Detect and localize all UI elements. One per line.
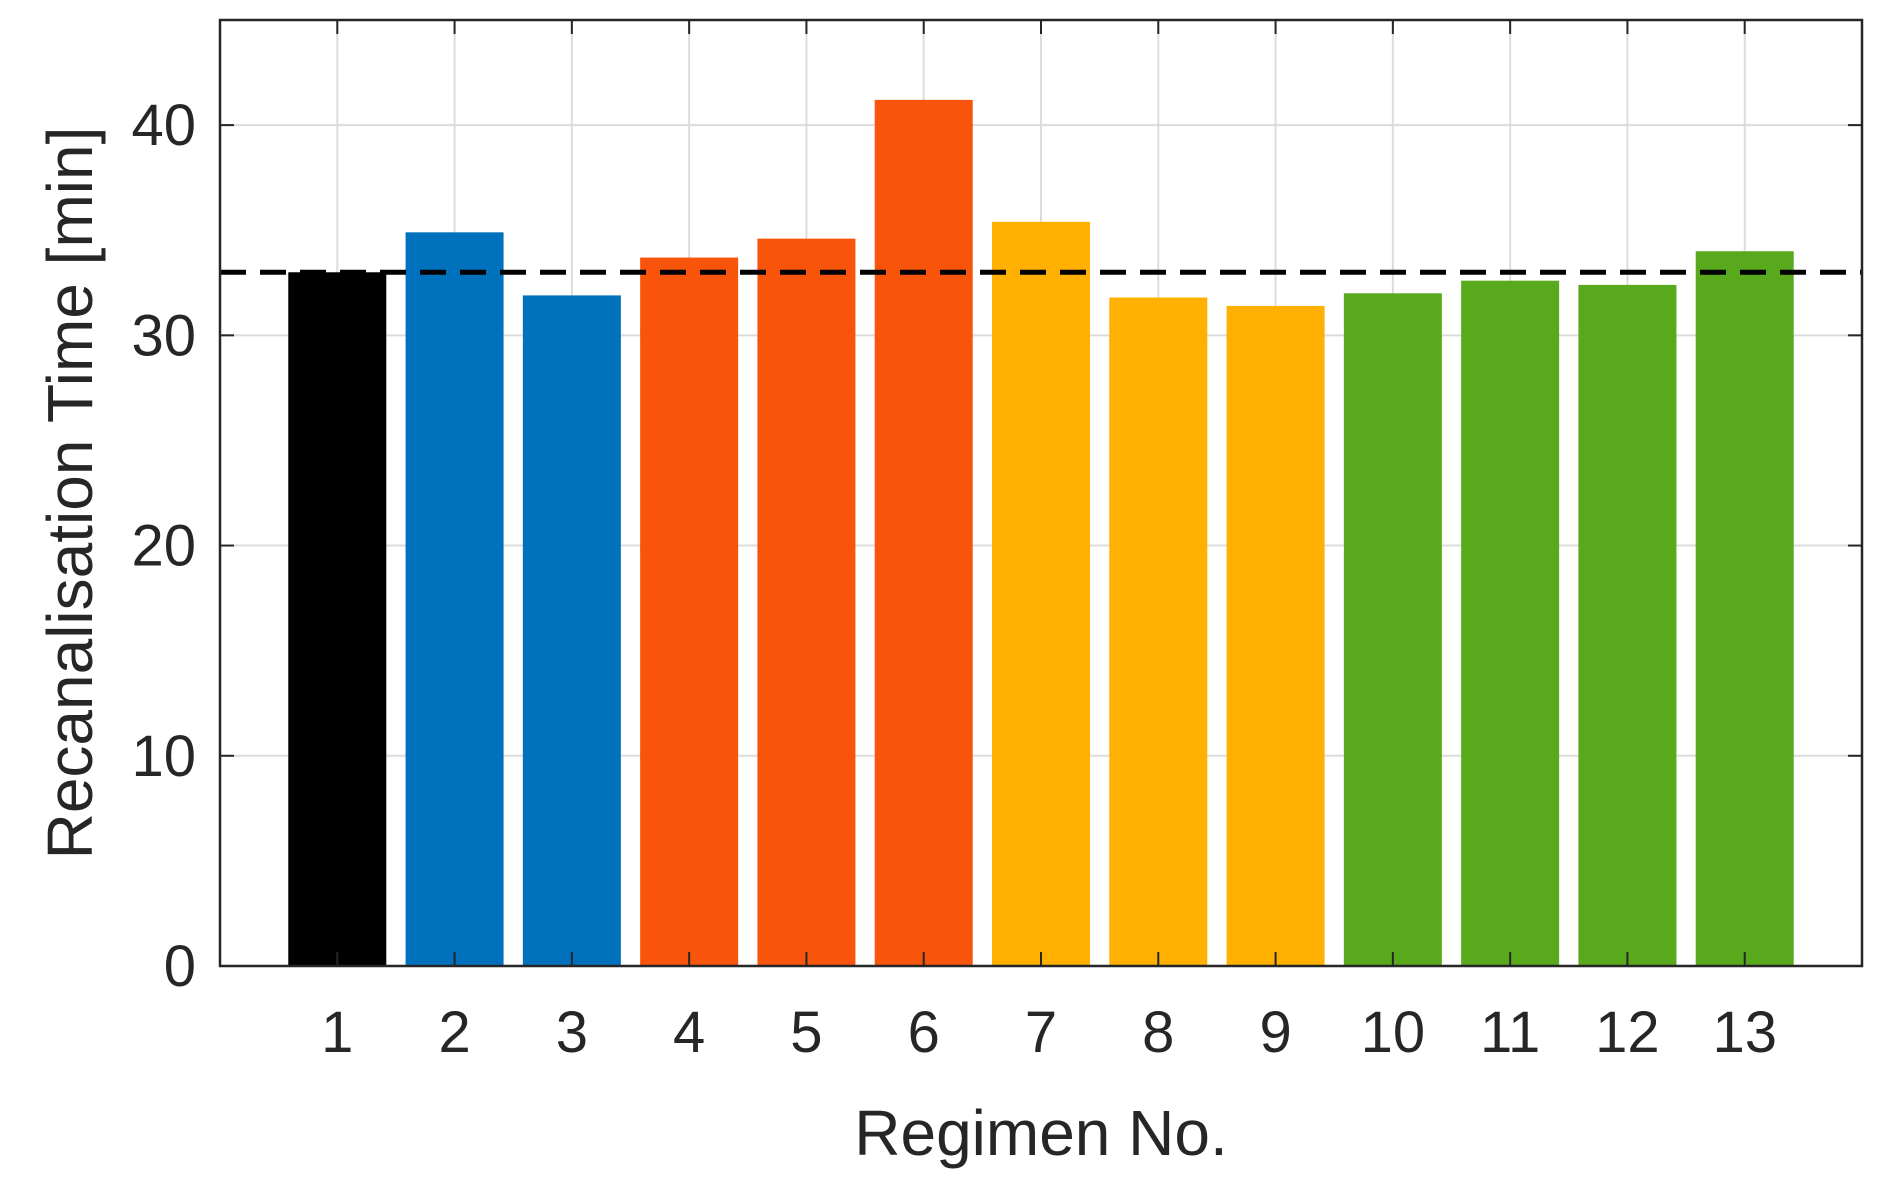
y-tick-label: 40 <box>131 93 196 158</box>
x-tick-label: 6 <box>908 1000 940 1065</box>
x-tick-label: 8 <box>1142 1000 1174 1065</box>
bar <box>1343 293 1442 966</box>
y-tick-labels: 0 10 20 30 40 <box>131 93 196 999</box>
y-tick-label: 10 <box>131 724 196 789</box>
x-tick-label: 11 <box>1480 1000 1540 1065</box>
bar <box>1109 297 1208 966</box>
x-tick-label: 10 <box>1361 1000 1426 1065</box>
plot-frame <box>218 18 1864 968</box>
bar <box>288 272 387 966</box>
y-tick-label: 30 <box>131 303 196 368</box>
bar <box>992 221 1090 966</box>
bar <box>1695 251 1794 966</box>
y-tick-label: 20 <box>131 514 196 579</box>
x-tick-label: 2 <box>438 1000 470 1065</box>
x-tick-label: 7 <box>1025 1000 1057 1065</box>
bar <box>1226 305 1325 966</box>
x-tick-label: 9 <box>1259 1000 1291 1065</box>
bar <box>640 257 739 966</box>
bar <box>1578 284 1677 966</box>
bar <box>1461 280 1560 967</box>
y-tick-label: 0 <box>164 934 196 999</box>
bar <box>522 295 621 966</box>
x-tick-labels: 1 2 3 4 5 6 7 8 9 10 11 12 13 <box>321 1000 1777 1065</box>
bar <box>757 238 856 966</box>
x-tick-label: 5 <box>790 1000 822 1065</box>
x-tick-label: 13 <box>1712 1000 1777 1065</box>
x-tick-label: 1 <box>321 1000 353 1065</box>
bar <box>874 99 973 966</box>
y-axis-title: Recanalisation Time [min] <box>34 127 106 860</box>
x-axis-title: Regimen No. <box>854 1097 1228 1169</box>
bar <box>405 232 504 966</box>
x-tick-label: 12 <box>1595 1000 1660 1065</box>
x-tick-label: 3 <box>556 1000 588 1065</box>
bars <box>288 99 1794 967</box>
x-tick-label: 4 <box>673 1000 705 1065</box>
